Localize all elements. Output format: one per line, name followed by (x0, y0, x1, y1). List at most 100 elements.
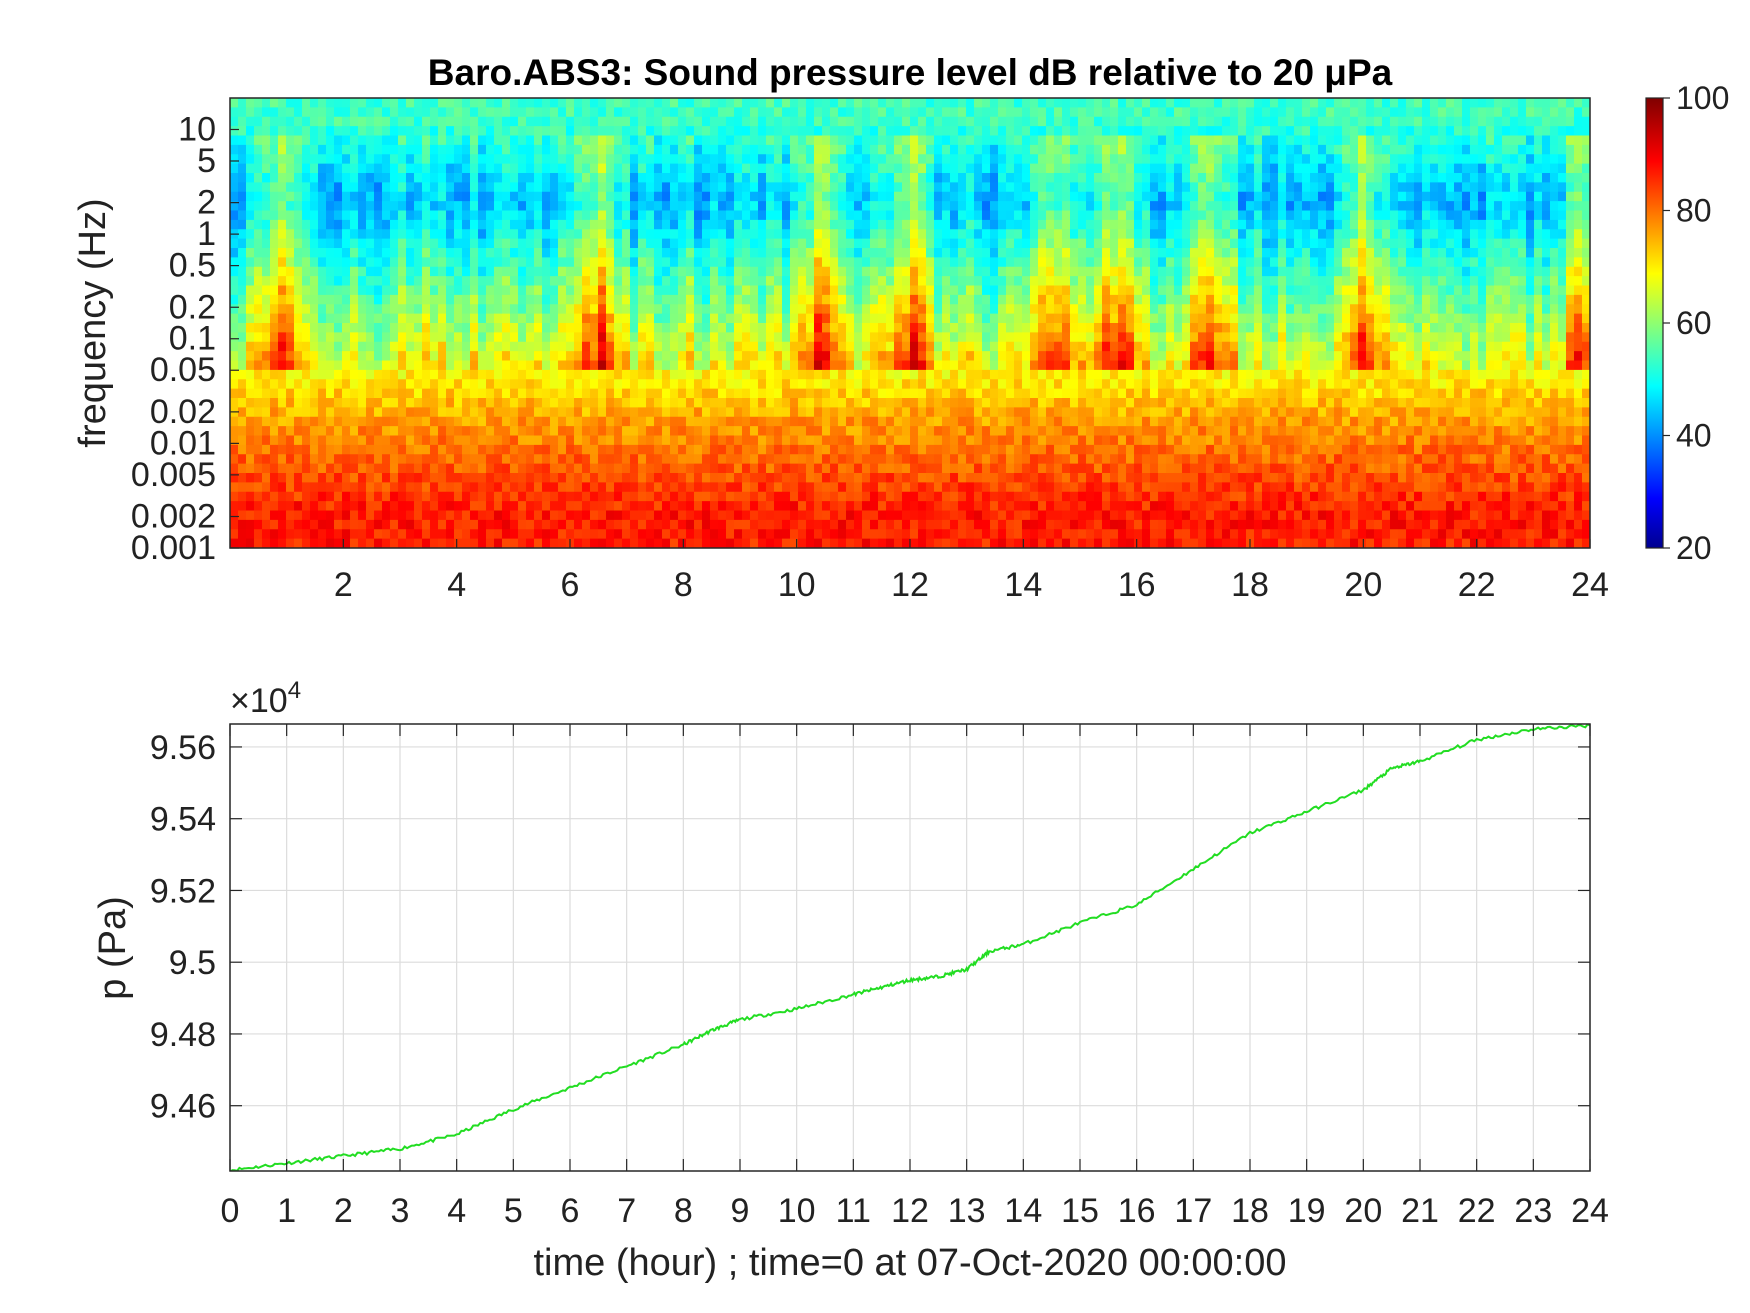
heatmap-cell (454, 482, 463, 493)
heatmap-cell (838, 501, 847, 512)
heatmap-cell (990, 519, 999, 530)
heatmap-cell (526, 257, 535, 268)
heatmap-cell (526, 332, 535, 343)
heatmap-cell (742, 285, 751, 296)
heatmap-cell (790, 529, 799, 540)
heatmap-cell (390, 313, 399, 324)
heatmap-cell (694, 351, 703, 362)
heatmap-cell (302, 444, 311, 455)
heatmap-cell (302, 416, 311, 427)
heatmap-cell (238, 473, 247, 483)
heatmap-cell (278, 257, 287, 268)
heatmap-cell (934, 266, 943, 277)
heatmap-cell (454, 538, 463, 548)
heatmap-cell (598, 426, 607, 437)
heatmap-cell (702, 276, 711, 287)
heatmap-cell (470, 510, 479, 521)
heatmap-cell (294, 276, 303, 287)
heatmap-cell (750, 473, 759, 483)
heatmap-cell (990, 173, 999, 183)
heatmap-cell (430, 510, 439, 521)
heatmap-cell (510, 313, 519, 324)
heatmap-cell (822, 482, 831, 493)
heatmap-cell (734, 313, 743, 324)
heatmap-cell (742, 173, 751, 183)
heatmap-cell (918, 473, 927, 483)
heatmap-cell (294, 529, 303, 540)
heatmap-cell (726, 248, 735, 258)
heatmap-cell (942, 182, 951, 193)
heatmap-cell (574, 341, 583, 352)
heatmap-cell (838, 126, 847, 137)
heatmap-cell (974, 229, 983, 240)
heatmap-cell (830, 116, 839, 127)
heatmap-cell (366, 229, 375, 240)
heatmap-cell (638, 332, 647, 343)
heatmap-cell (966, 248, 975, 258)
heatmap-cell (558, 454, 567, 465)
heatmap-cell (910, 529, 919, 540)
heatmap-cell (582, 332, 591, 343)
heatmap-cell (1030, 248, 1039, 258)
heatmap-cell (886, 238, 895, 249)
heatmap-cell (494, 491, 503, 502)
heatmap-cell (406, 510, 415, 521)
heatmap-cell (966, 491, 975, 502)
heatmap-cell (430, 191, 439, 202)
heatmap-cell (1022, 388, 1031, 399)
heatmap-cell (606, 435, 615, 446)
heatmap-cell (254, 398, 263, 408)
heatmap-cell (686, 416, 695, 427)
heatmap-cell (550, 426, 559, 437)
heatmap-cell (974, 435, 983, 446)
heatmap-cell (502, 126, 511, 137)
heatmap-cell (774, 154, 783, 165)
heatmap-cell (902, 285, 911, 296)
heatmap-cell (534, 238, 543, 249)
heatmap-cell (1006, 144, 1015, 155)
heatmap-cell (318, 407, 327, 418)
heatmap-cell (390, 473, 399, 483)
heatmap-cell (470, 351, 479, 362)
heatmap-cell (518, 182, 527, 193)
heatmap-cell (870, 238, 879, 249)
heatmap-cell (326, 473, 335, 483)
heatmap-cell (774, 201, 783, 212)
heatmap-cell (262, 454, 271, 465)
heatmap-cell (542, 398, 551, 408)
heatmap-cell (742, 351, 751, 362)
heatmap-cell (254, 435, 263, 446)
heatmap-cell (694, 379, 703, 390)
heatmap-cell (278, 407, 287, 418)
heatmap-cell (878, 369, 887, 380)
heatmap-cell (534, 323, 543, 333)
heatmap-cell (798, 126, 807, 137)
heatmap-cell (854, 369, 863, 380)
heatmap-cell (1030, 501, 1039, 512)
heatmap-cell (806, 238, 815, 249)
heatmap-cell (726, 323, 735, 333)
heatmap-cell (462, 276, 471, 287)
heatmap-cell (1006, 360, 1015, 371)
heatmap-cell (886, 144, 895, 155)
heatmap-cell (934, 491, 943, 502)
heatmap-cell (374, 369, 383, 380)
heatmap-cell (1006, 510, 1015, 521)
heatmap-cell (950, 426, 959, 437)
heatmap-cell (966, 360, 975, 371)
heatmap-cell (494, 510, 503, 521)
heatmap-cell (854, 435, 863, 446)
heatmap-cell (1014, 360, 1023, 371)
heatmap-cell (414, 163, 423, 174)
heatmap-cell (790, 285, 799, 296)
heatmap-cell (830, 210, 839, 221)
heatmap-cell (750, 435, 759, 446)
heatmap-cell (382, 351, 391, 362)
heatmap-cell (878, 416, 887, 427)
heatmap-cell (774, 304, 783, 315)
heatmap-cell (822, 473, 831, 483)
heatmap-cell (430, 482, 439, 493)
heatmap-cell (926, 323, 935, 333)
heatmap-cell (326, 341, 335, 352)
heatmap-cell (838, 173, 847, 183)
